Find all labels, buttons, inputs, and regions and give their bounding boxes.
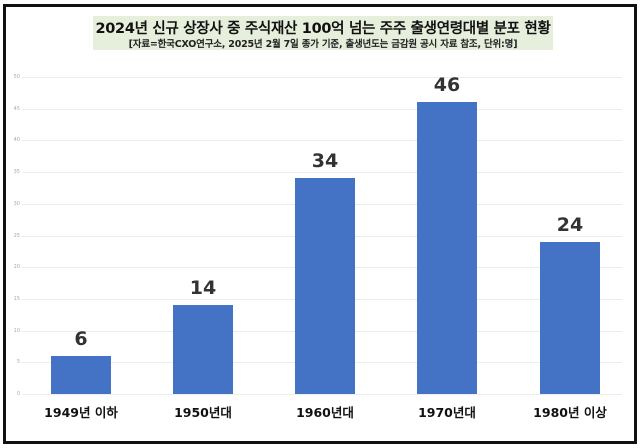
x-category-label: 1960년대 [296,405,354,420]
y-tick-label: 30 [13,201,20,207]
x-category-label: 1950년대 [174,405,232,420]
bar [173,305,233,394]
y-tick-label: 25 [13,233,20,239]
x-category-label: 1970년대 [418,405,476,420]
y-tick-label: 10 [13,328,20,334]
y-tick-label: 35 [13,169,20,175]
y-tick-label: 5 [16,359,20,365]
chart-title: 2024년 신규 상장사 중 주식재산 100억 넘는 주주 출생연령대별 분포… [95,21,551,37]
y-tick-label: 45 [13,106,20,112]
bar [295,178,355,394]
gridline [22,77,622,78]
bar [540,241,600,394]
y-tick-label: 50 [13,74,20,80]
bar [51,355,111,394]
value-label: 24 [556,213,584,236]
y-tick-label: 20 [13,264,20,270]
gridline [22,394,622,395]
gridline [22,109,622,110]
gridline [22,140,622,141]
x-category-label: 1980년 이상 [533,405,607,420]
x-category-label: 1949년 이하 [44,405,118,420]
y-tick-label: 0 [16,391,20,397]
chart-subtitle: [자료=한국CXO연구소, 2025년 2월 7일 종가 기준, 출생년도는 금… [128,39,518,50]
title-box: 2024년 신규 상장사 중 주식재산 100억 넘는 주주 출생연령대별 분포… [93,16,553,50]
value-label: 14 [189,277,217,300]
value-label: 34 [311,150,339,173]
gridline [22,172,622,173]
y-tick-label: 15 [13,296,20,302]
value-label: 6 [74,327,88,350]
y-tick-label: 40 [13,137,20,143]
value-label: 46 [433,74,461,97]
bar [417,102,477,394]
